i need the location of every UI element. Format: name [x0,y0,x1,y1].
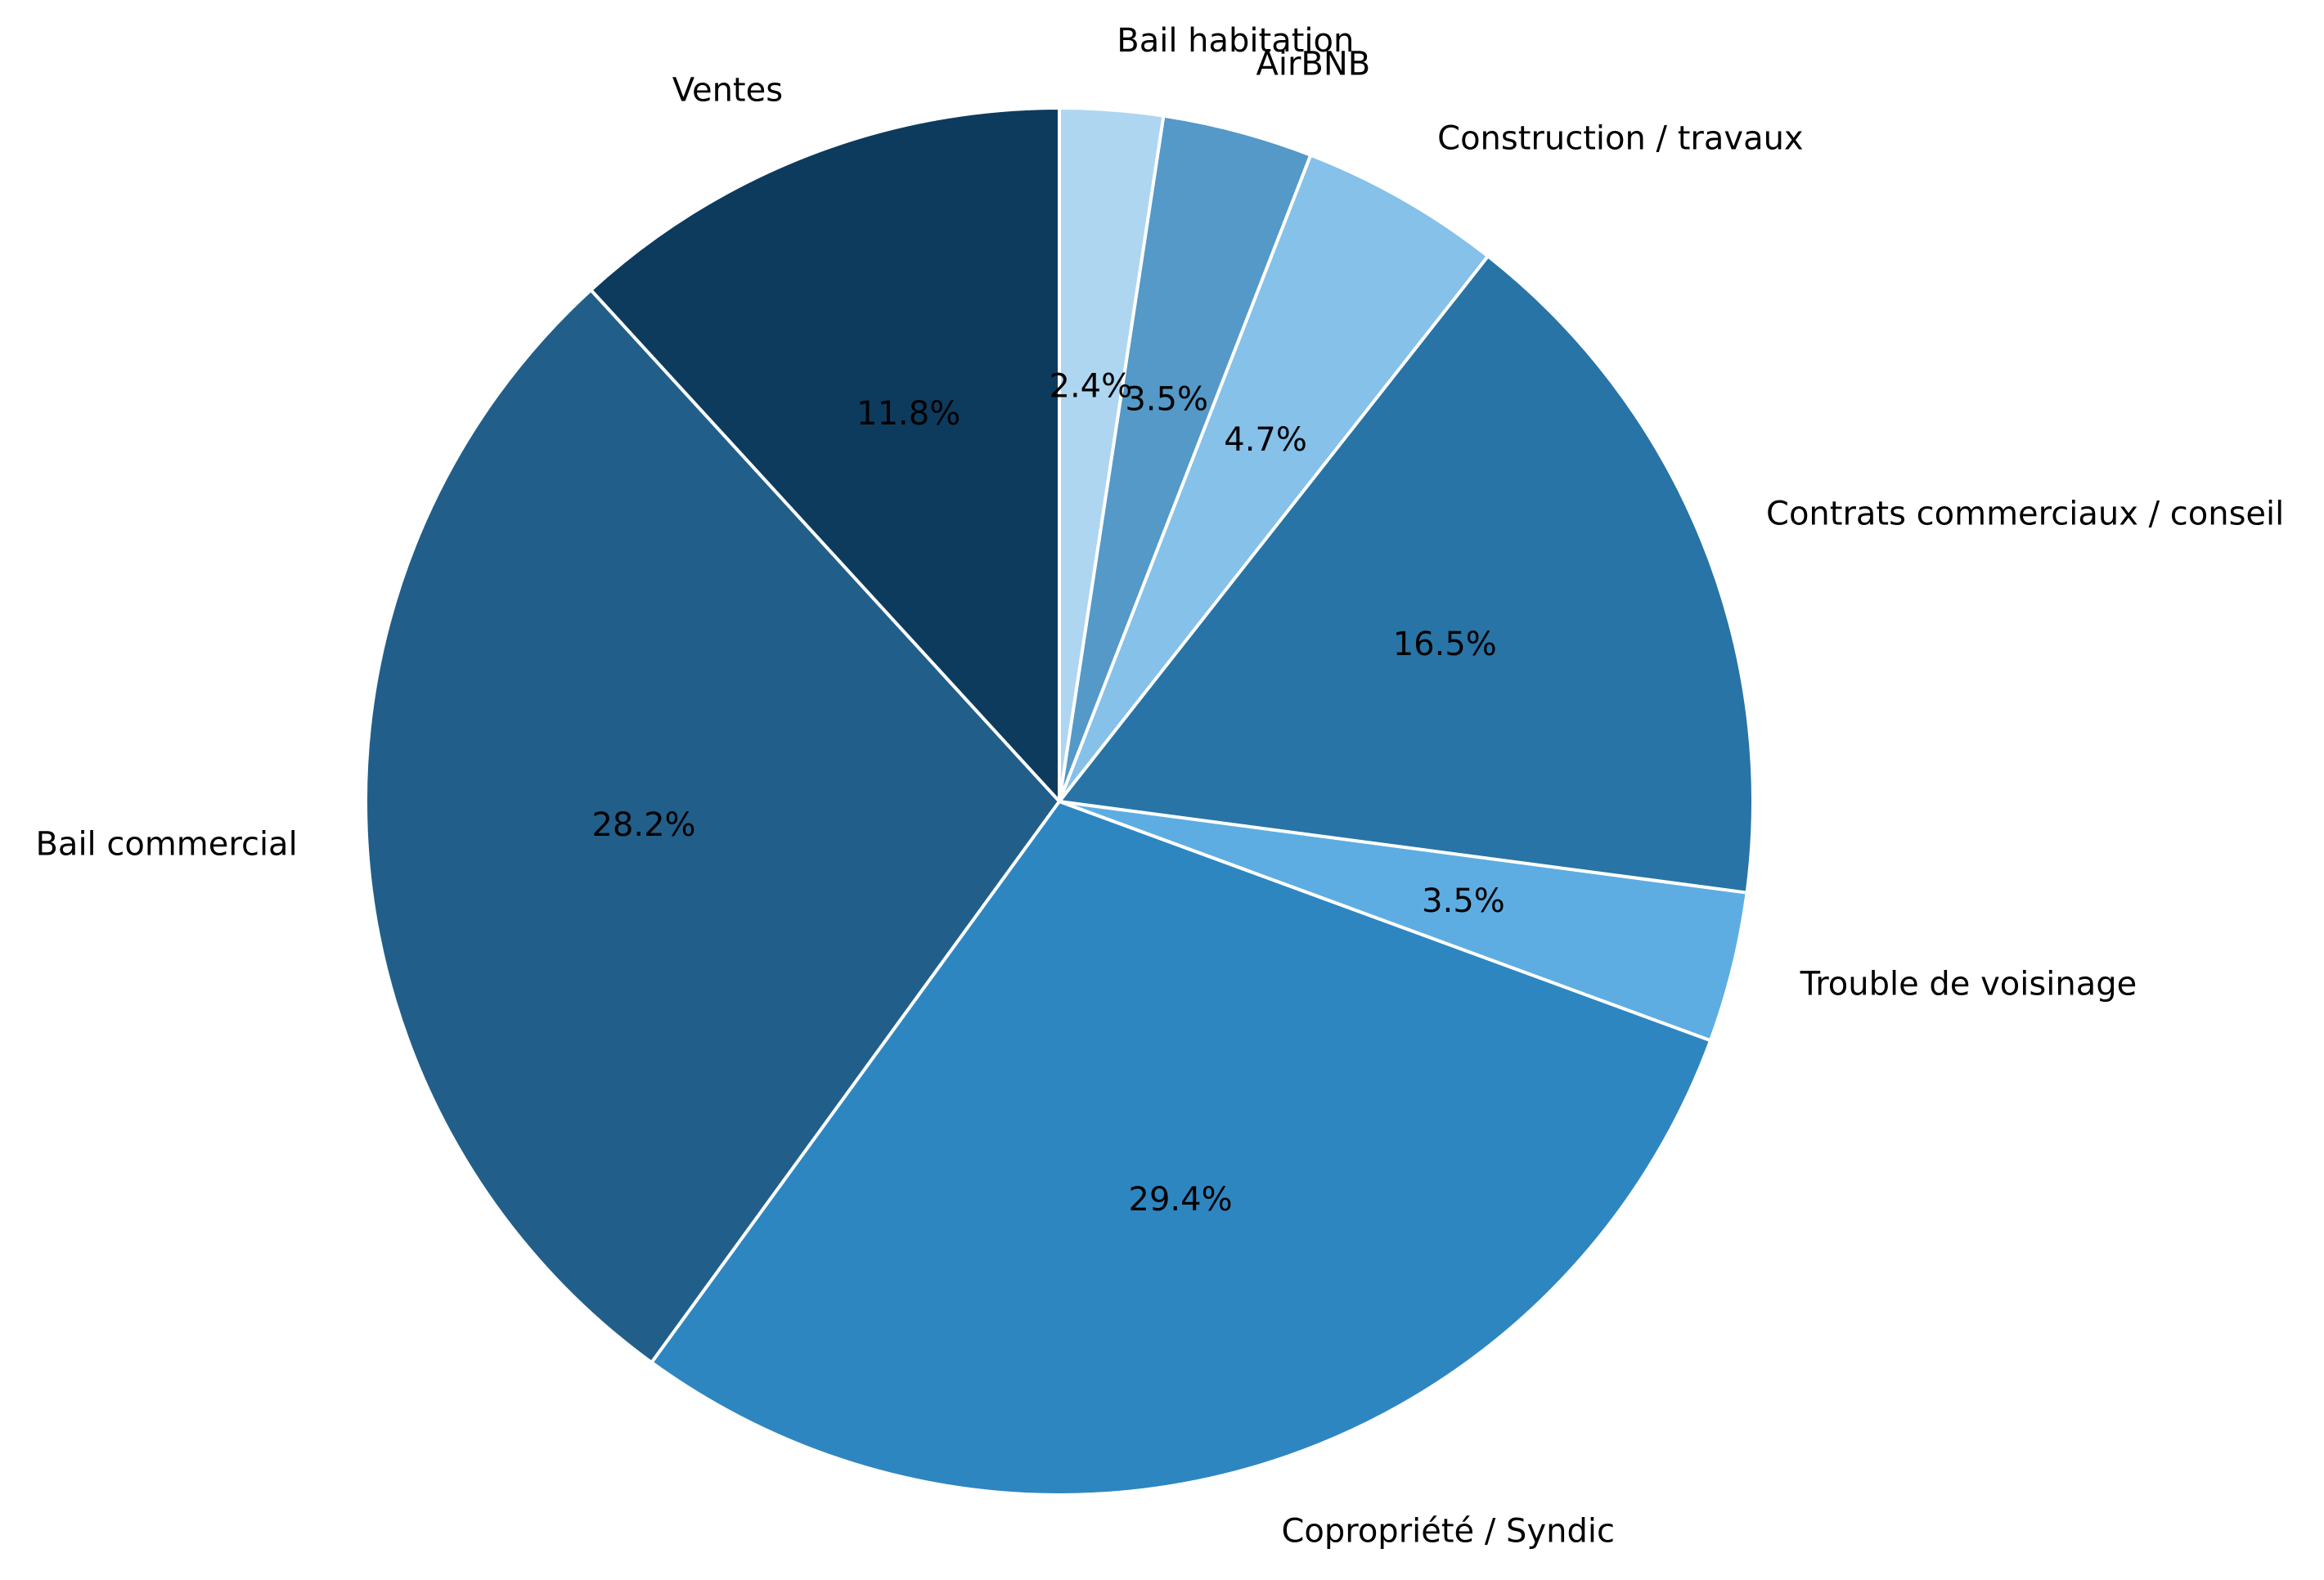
pct-label-contrats-commerciaux-conseil: 16.5% [1393,626,1497,663]
pct-label-ventes: 11.8% [856,395,960,433]
slice-label-construction-travaux: Construction / travaux [1437,120,1803,158]
pct-label-trouble-de-voisinage: 3.5% [1422,882,1505,920]
pct-label-copropriete-syndic: 29.4% [1129,1181,1233,1219]
slice-label-trouble-de-voisinage: Trouble de voisinage [1800,965,2137,1003]
pie-slices [363,106,1755,1497]
category-labels: Ventes Bail commercial Copropriété / Syndi… [35,22,2284,1551]
slice-label-contrats-commerciaux-conseil: Contrats commerciaux / conseil [1766,495,2284,532]
pct-label-bail-commercial: 28.2% [591,806,695,844]
slice-label-bail-habitation: Bail habitation [1117,22,1354,60]
pie-slice-construction-travaux [1058,153,1490,803]
slice-label-copropriete-syndic: Copropriété / Syndic [1281,1512,1615,1550]
slice-label-bail-commercial: Bail commercial [35,826,297,864]
pct-label-construction-travaux: 4.7% [1224,421,1307,459]
slice-label-ventes: Ventes [672,72,783,110]
slice-label-airbnb: AirBNB [1256,46,1370,83]
pie-slice-bail-commercial [363,288,1061,1365]
pie-slice-contrats-commerciaux-conseil [1058,254,1755,895]
percentage-labels: 11.8%28.2%29.4%3.5%16.5%4.7%3.5%2.4% [591,368,1504,1219]
pie-slice-bail-habitation [1058,106,1166,803]
pie-slice-copropriete-syndic [650,800,1713,1497]
pct-label-airbnb: 3.5% [1125,380,1208,418]
pct-label-bail-habitation: 2.4% [1050,368,1133,406]
pie-slice-ventes [589,106,1061,803]
